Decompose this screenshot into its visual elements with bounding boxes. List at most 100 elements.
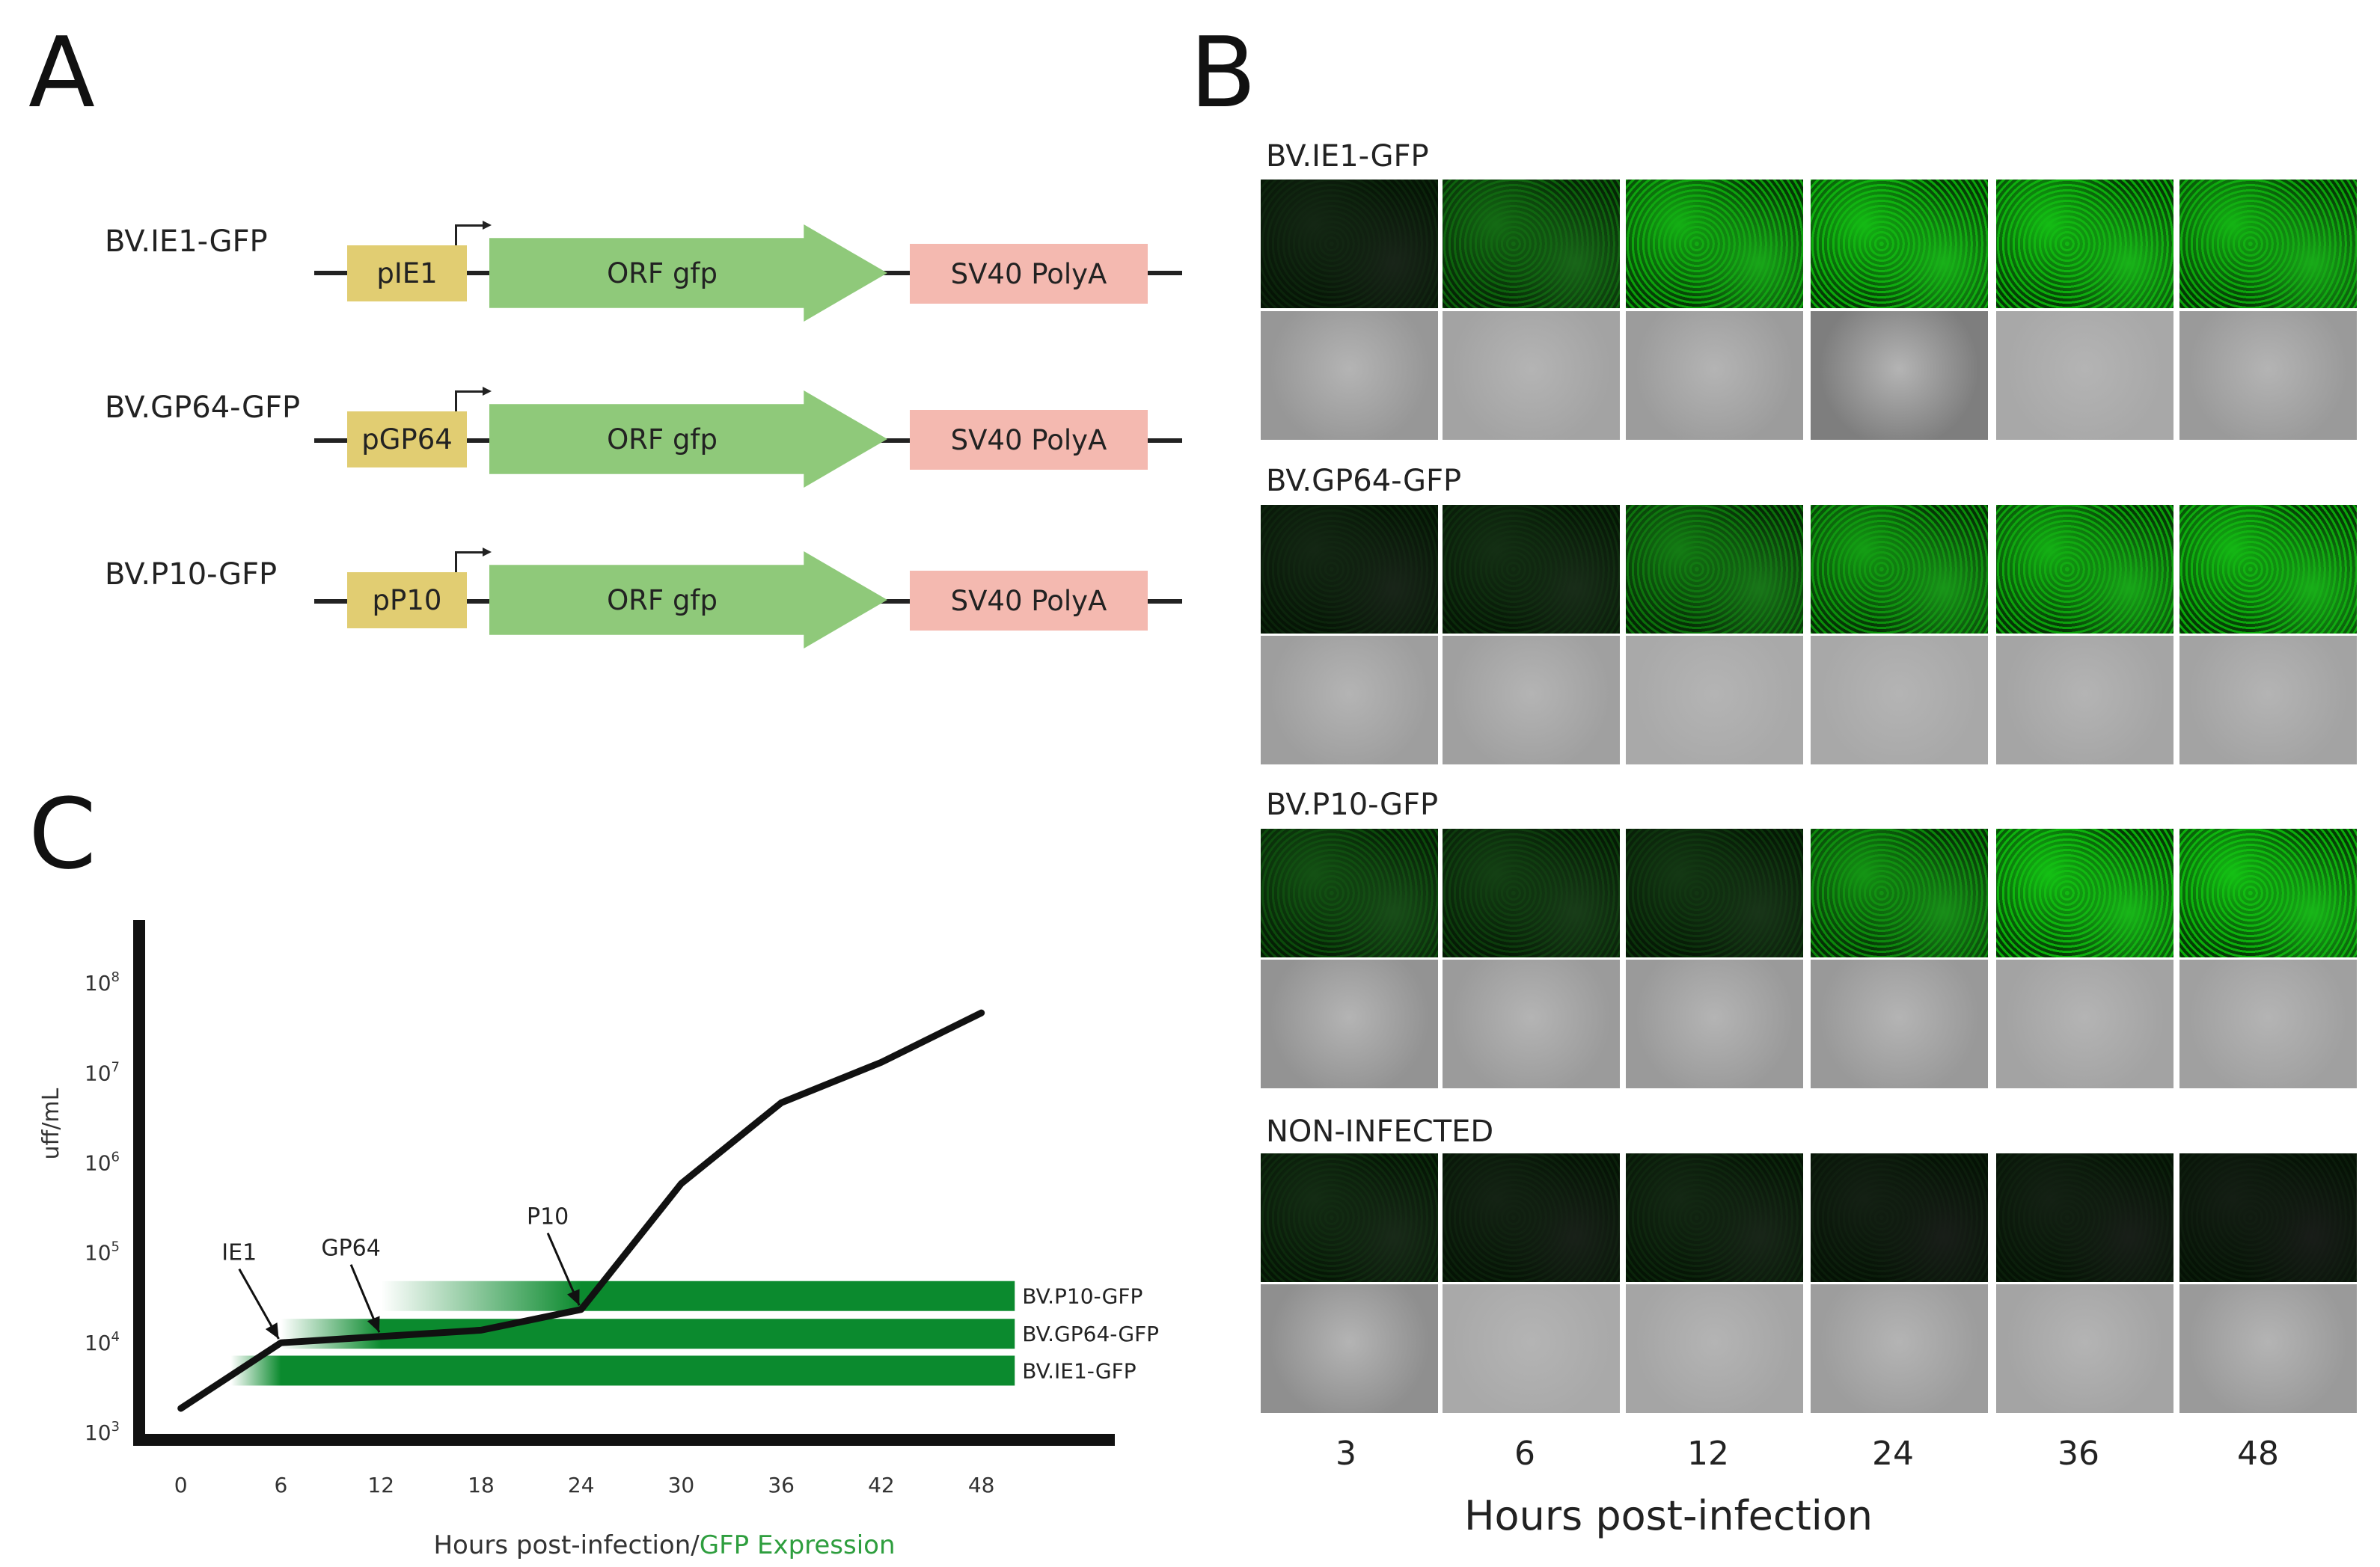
brightfield-image-tile [1626,636,1803,764]
gfp-image-tile [1811,829,1988,957]
brightfield-image-tile [1996,311,2173,440]
gfp-image-tile [2179,1153,2357,1282]
promoter-box: pGP64 [347,411,467,467]
timepoint-label: 48 [2237,1435,2279,1473]
brightfield-image-tile [1261,311,1438,440]
x-axis-title: Hours post-infection/GFP Expression [433,1530,895,1560]
gfp-image-tile [1811,180,1988,308]
y-axis-title: uff/mL [38,1088,64,1159]
x-axis-title-part: Hours post-infection/ [433,1530,700,1560]
gfp-image-tile [1443,1153,1620,1282]
brightfield-image-tile [1261,960,1438,1088]
orf-label: ORF gfp [607,257,718,289]
gfp-image-tile [1811,505,1988,634]
timepoint-label: 36 [2058,1435,2099,1473]
row-label: BV.P10-GFP [1266,788,1439,822]
expression-bar [381,1281,1015,1311]
brightfield-image-tile [1811,960,1988,1088]
timepoint-label: 3 [1336,1435,1356,1473]
annotation-label: IE1 [221,1240,257,1266]
construct-name: BV.IE1-GFP [105,224,268,259]
gfp-image-tile [2179,505,2357,634]
x-tick-label: 6 [275,1473,288,1497]
brightfield-image-tile [1443,960,1620,1088]
gfp-image-tile [2179,829,2357,957]
brightfield-image-tile [1443,1284,1620,1413]
brightfield-image-tile [1626,1284,1803,1413]
x-tick-label: 18 [468,1473,495,1497]
brightfield-image-tile [1443,636,1620,764]
brightfield-image-tile [1811,1284,1988,1413]
brightfield-image-tile [1996,960,2173,1088]
brightfield-image-tile [2179,1284,2357,1413]
annotation-arrowhead [265,1322,279,1339]
x-tick-label: 36 [768,1473,795,1497]
gfp-image-tile [1811,1153,1988,1282]
annotation-arrowhead [367,1316,380,1333]
annotation-arrowhead [567,1289,580,1306]
y-tick-label: 105 [85,1239,120,1266]
polya-box: SV40 PolyA [910,410,1148,470]
expression-bar-label: BV.IE1-GFP [1022,1358,1136,1383]
brightfield-image-tile [1811,636,1988,764]
x-tick-label: 30 [668,1473,695,1497]
gfp-image-tile [1261,505,1438,634]
orf-gfp-arrow: ORF gfp [489,551,887,648]
timepoint-label: 12 [1687,1435,1729,1473]
brightfield-image-tile [1811,311,1988,440]
brightfield-image-tile [1443,311,1620,440]
tss-arrow-icon [455,221,492,257]
gfp-image-tile [1626,505,1803,634]
x-tick-label: 48 [968,1473,995,1497]
x-axis-title-part: GFP Expression [700,1530,896,1560]
y-tick-label: 103 [85,1419,120,1445]
tss-arrow-icon [455,548,492,583]
expression-bar-label: BV.GP64-GFP [1022,1322,1159,1346]
y-tick-label: 107 [85,1059,120,1085]
brightfield-image-tile [1261,636,1438,764]
x-tick-label: 24 [568,1473,595,1497]
row-label: NON-INFECTED [1266,1114,1494,1149]
brightfield-image-tile [2179,636,2357,764]
y-tick-label: 106 [85,1149,120,1175]
brightfield-image-tile [1626,311,1803,440]
gfp-image-tile [1261,829,1438,957]
panel-b-xlabel: Hours post-infection [1463,1492,1873,1539]
gfp-image-tile [1996,829,2173,957]
panel-c-chart: BV.P10-GFP BV.GP64-GFP BV.IE1-GFP IE1 GP64 P… [38,920,1159,1560]
gfp-image-tile [1443,505,1620,634]
promoter-box: pP10 [347,572,467,628]
gfp-image-tile [1626,180,1803,308]
polya-box: SV40 PolyA [910,244,1148,304]
brightfield-image-tile [1996,636,2173,764]
x-tick-label: 0 [174,1473,188,1497]
gfp-image-tile [2179,180,2357,308]
gfp-image-tile [1626,1153,1803,1282]
timepoint-label: 24 [1872,1435,1914,1473]
gfp-image-tile [1626,829,1803,957]
gfp-image-tile [1261,1153,1438,1282]
row-label: BV.GP64-GFP [1266,464,1462,498]
x-tick-label: 12 [367,1473,394,1497]
gfp-image-tile [1443,180,1620,308]
gfp-image-tile [1443,829,1620,957]
gfp-image-tile [1261,180,1438,308]
annotation-label: GP64 [321,1236,381,1262]
promoter-box: pIE1 [347,245,467,301]
orf-gfp-arrow: ORF gfp [489,224,887,322]
gfp-image-tile [1996,505,2173,634]
orf-label: ORF gfp [607,583,718,616]
construct-name: BV.GP64-GFP [105,390,301,425]
expression-bar [230,1355,1015,1386]
panel-letter-b: B [1190,16,1257,129]
panel-letter-a: A [28,16,95,129]
timepoint-label: 6 [1514,1435,1535,1473]
gfp-image-tile [1996,1153,2173,1282]
brightfield-image-tile [2179,960,2357,1088]
gfp-image-tile [1996,180,2173,308]
expression-bar-label: BV.P10-GFP [1022,1284,1142,1309]
tss-arrow-icon [455,387,492,423]
panel-letter-c: C [28,777,97,891]
orf-gfp-arrow: ORF gfp [489,390,887,488]
brightfield-image-tile [1996,1284,2173,1413]
